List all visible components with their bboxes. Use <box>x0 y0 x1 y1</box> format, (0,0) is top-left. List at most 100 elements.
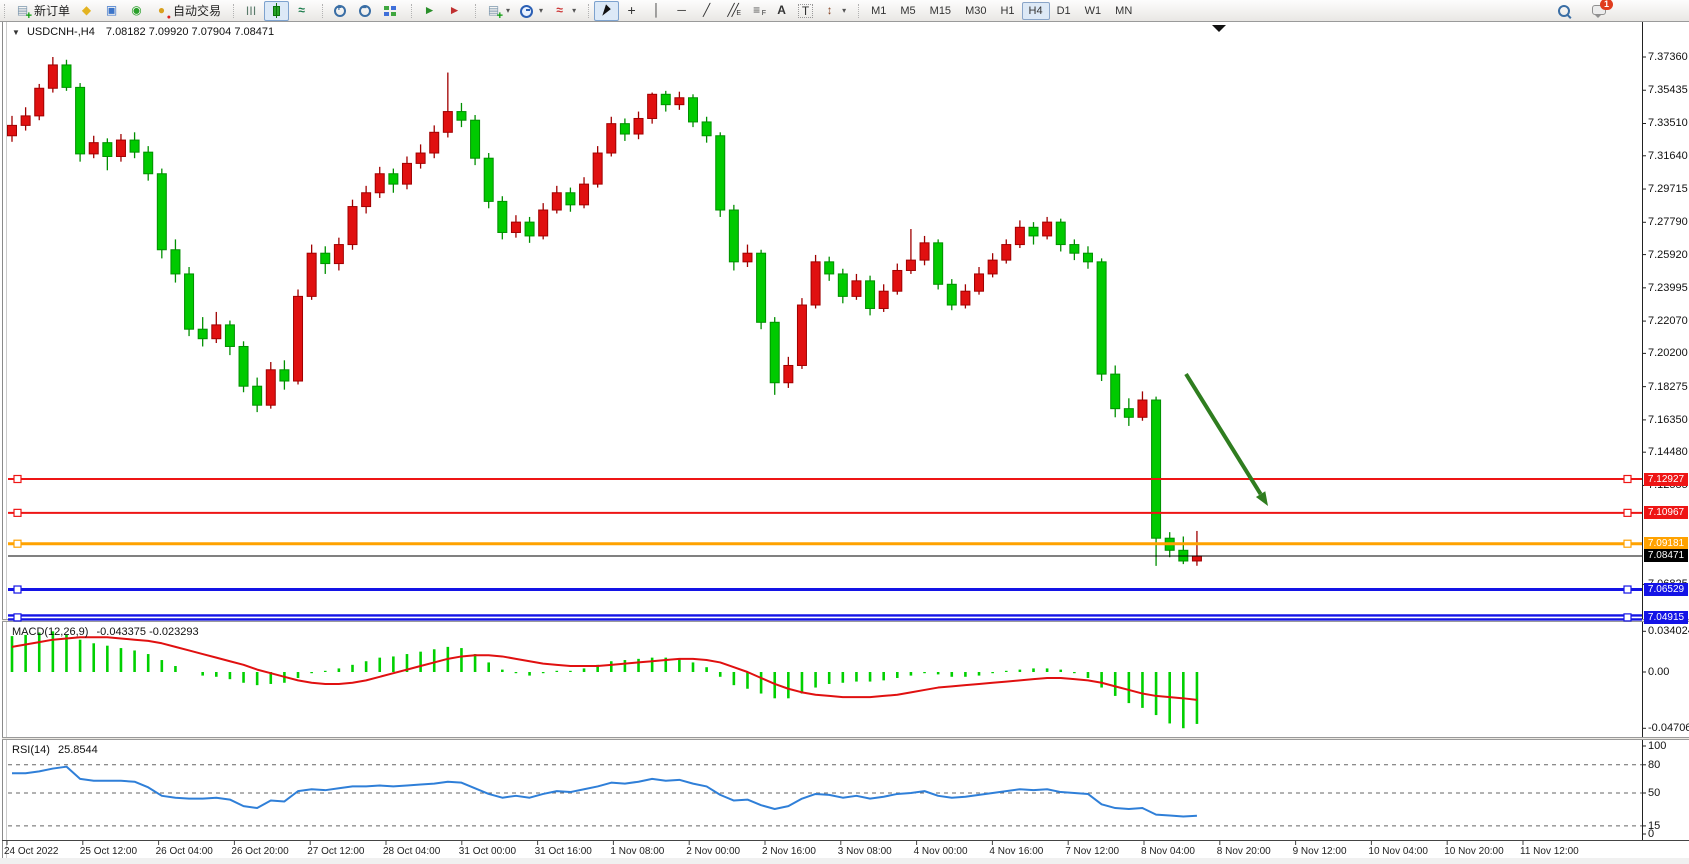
candle <box>374 166 385 198</box>
timeframe-w1[interactable]: W1 <box>1084 4 1102 17</box>
hline-handle[interactable] <box>1623 508 1632 517</box>
pane-separator[interactable] <box>2 737 1689 740</box>
timeframe-d1[interactable]: D1 <box>1056 4 1071 17</box>
dropdown-arrow-icon[interactable]: ▾ <box>506 6 511 15</box>
chart-shift-marker[interactable] <box>1212 25 1226 32</box>
bar-chart-button[interactable]: ||| <box>239 1 264 21</box>
candle <box>361 185 372 214</box>
horizontal-line[interactable] <box>8 508 1642 517</box>
timeframe-h4[interactable]: H4 <box>1021 1 1050 20</box>
vertical-line-button[interactable]: │ <box>644 1 669 21</box>
timeframe-mn[interactable]: MN <box>1115 4 1133 17</box>
hline-handle[interactable] <box>1623 539 1632 548</box>
hline-handle[interactable] <box>1623 613 1632 622</box>
candle <box>728 204 739 271</box>
candle <box>1069 239 1080 261</box>
line-chart-button[interactable]: ≈ <box>289 1 314 21</box>
candle <box>905 229 916 274</box>
dropdown-arrow-icon[interactable]: ▾ <box>842 6 847 15</box>
candle <box>674 91 685 110</box>
horizontal-line[interactable] <box>8 539 1642 548</box>
crosshair-button[interactable]: + <box>619 1 644 21</box>
collapse-triangle-icon[interactable]: ▼ <box>12 28 20 37</box>
price-badge: 7.06529 <box>1644 583 1688 597</box>
chart-shift-button[interactable]: ► <box>442 1 467 21</box>
trendline-button[interactable]: ╱ <box>694 1 719 21</box>
search-button[interactable] <box>1552 1 1577 21</box>
signals-button[interactable]: ◉ <box>124 1 149 21</box>
time-tick-label: 10 Nov 04:00 <box>1368 846 1428 857</box>
rsi-line <box>12 765 1197 818</box>
candle <box>633 111 644 140</box>
chat-icon: 1 <box>1591 0 1613 19</box>
candle <box>524 216 535 243</box>
gold-button[interactable]: ◆ <box>74 1 99 21</box>
candle <box>1042 216 1053 240</box>
timeframe-m15[interactable]: M15 <box>929 4 952 17</box>
horizontal-line[interactable] <box>8 474 1642 484</box>
hline-handle[interactable] <box>13 539 22 548</box>
candle <box>20 107 31 131</box>
candle <box>75 83 86 162</box>
candle <box>429 125 440 159</box>
toolbar-group <box>318 0 407 21</box>
time-tick-label: 2 Nov 16:00 <box>762 846 816 857</box>
timeframe-m1[interactable]: M1 <box>871 4 887 17</box>
autotrading-button-label: 自动交易 <box>173 4 222 18</box>
hline-handle[interactable] <box>13 585 22 594</box>
auto-scroll-button[interactable]: ► <box>417 1 442 21</box>
candle <box>1123 398 1134 426</box>
hline-handle[interactable] <box>13 474 22 484</box>
text-icon: A <box>777 2 786 17</box>
horizontal-line-button[interactable]: ─ <box>669 1 694 21</box>
candle <box>933 239 944 290</box>
candle <box>796 298 807 369</box>
dropdown-arrow-icon[interactable]: ▾ <box>572 6 577 15</box>
price-badge: 7.09181 <box>1644 537 1688 551</box>
trend-arrow[interactable] <box>1184 372 1268 506</box>
macd-scale-label: 0.034024 <box>1648 625 1689 638</box>
text-label-button[interactable]: T <box>794 1 817 21</box>
candle <box>415 144 426 169</box>
autotrading-icon: ● <box>153 3 171 21</box>
chat-button[interactable]: 1 <box>1587 0 1613 21</box>
zoom-in-button[interactable] <box>328 1 353 21</box>
text-button[interactable]: A <box>769 1 794 21</box>
horizontal-line[interactable] <box>8 585 1642 594</box>
terminal-button[interactable]: ▣ <box>99 1 124 21</box>
trendline-icon: ╱ <box>702 2 711 17</box>
timeframe-m5[interactable]: M5 <box>900 4 916 17</box>
equidistant-channel-button[interactable]: ╱╱ <box>719 1 744 21</box>
autotrading-button[interactable]: ●自动交易 <box>149 1 225 21</box>
timeframe-m30[interactable]: M30 <box>965 4 987 17</box>
hline-handle[interactable] <box>13 613 22 622</box>
toolbar-right: 1 <box>1552 0 1613 21</box>
periods-button[interactable]: ▾ <box>514 1 547 21</box>
new-order-button[interactable]: ▤新订单 <box>10 1 74 21</box>
horizontal-line[interactable] <box>8 613 1642 622</box>
candle <box>483 153 494 209</box>
toolbar-group: ||| ≈ <box>229 0 318 21</box>
candle <box>170 239 181 283</box>
dropdown-arrow-icon[interactable]: ▾ <box>539 6 544 15</box>
candlestick-button[interactable] <box>264 0 290 21</box>
candle <box>1096 258 1107 382</box>
indicators-button[interactable]: ≈ ▾ <box>547 1 580 21</box>
tile-windows-icon <box>382 3 399 19</box>
candle <box>510 215 521 238</box>
zoom-out-button[interactable] <box>353 1 378 21</box>
new-chart-button[interactable]: ▤▾ <box>481 1 514 21</box>
zoom-out-icon <box>357 3 374 19</box>
timeframe-h1[interactable]: H1 <box>1000 4 1015 17</box>
tile-windows-button[interactable] <box>378 1 403 21</box>
arrows-button[interactable]: ↕ ▾ <box>817 1 850 21</box>
rsi-scale-label: 80 <box>1648 758 1661 771</box>
candle <box>688 94 698 128</box>
new-chart-icon: ▤ <box>485 3 503 21</box>
hline-handle[interactable] <box>1623 585 1632 594</box>
hline-handle[interactable] <box>13 508 22 517</box>
cursor-button[interactable] <box>594 0 620 21</box>
hline-handle[interactable] <box>1623 474 1632 484</box>
fibonacci-button[interactable]: ≡ <box>744 1 769 21</box>
